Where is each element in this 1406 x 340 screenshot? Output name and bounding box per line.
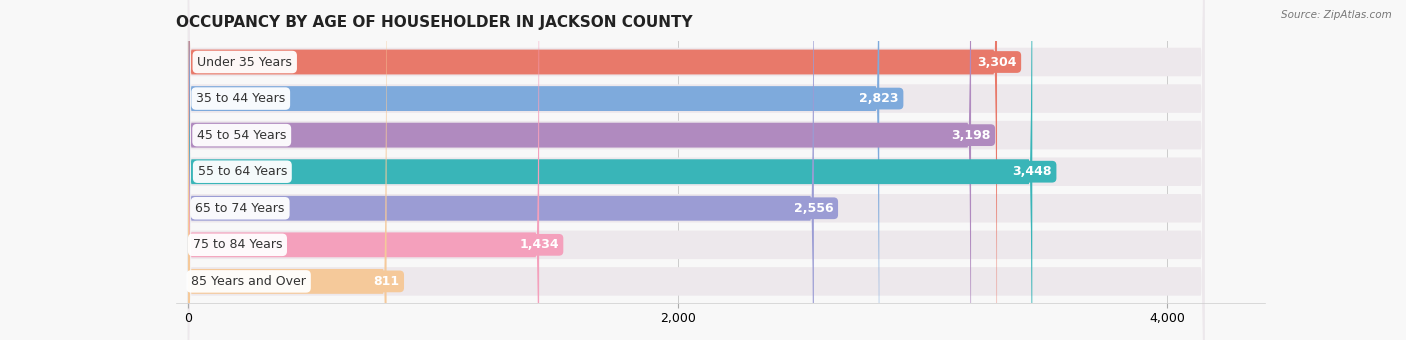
Text: Under 35 Years: Under 35 Years [197,55,292,68]
FancyBboxPatch shape [188,0,997,340]
Text: 75 to 84 Years: 75 to 84 Years [193,238,283,251]
FancyBboxPatch shape [188,0,814,340]
Text: 3,198: 3,198 [952,129,991,142]
Text: OCCUPANCY BY AGE OF HOUSEHOLDER IN JACKSON COUNTY: OCCUPANCY BY AGE OF HOUSEHOLDER IN JACKS… [176,15,692,30]
Text: 35 to 44 Years: 35 to 44 Years [195,92,285,105]
Text: 3,304: 3,304 [977,55,1017,68]
Text: Source: ZipAtlas.com: Source: ZipAtlas.com [1281,10,1392,20]
FancyBboxPatch shape [188,0,1204,340]
FancyBboxPatch shape [188,0,1204,340]
Text: 2,823: 2,823 [859,92,898,105]
FancyBboxPatch shape [188,0,1204,340]
FancyBboxPatch shape [188,0,1204,340]
Text: 85 Years and Over: 85 Years and Over [191,275,307,288]
Text: 2,556: 2,556 [794,202,834,215]
Text: 1,434: 1,434 [519,238,560,251]
FancyBboxPatch shape [188,0,538,340]
Text: 45 to 54 Years: 45 to 54 Years [197,129,287,142]
FancyBboxPatch shape [188,0,1204,340]
Text: 3,448: 3,448 [1012,165,1052,178]
Text: 65 to 74 Years: 65 to 74 Years [195,202,285,215]
FancyBboxPatch shape [188,0,387,340]
FancyBboxPatch shape [188,0,1032,340]
FancyBboxPatch shape [188,0,972,340]
FancyBboxPatch shape [188,0,1204,340]
Text: 55 to 64 Years: 55 to 64 Years [198,165,287,178]
Text: 811: 811 [374,275,399,288]
FancyBboxPatch shape [188,0,879,340]
FancyBboxPatch shape [188,0,1204,340]
